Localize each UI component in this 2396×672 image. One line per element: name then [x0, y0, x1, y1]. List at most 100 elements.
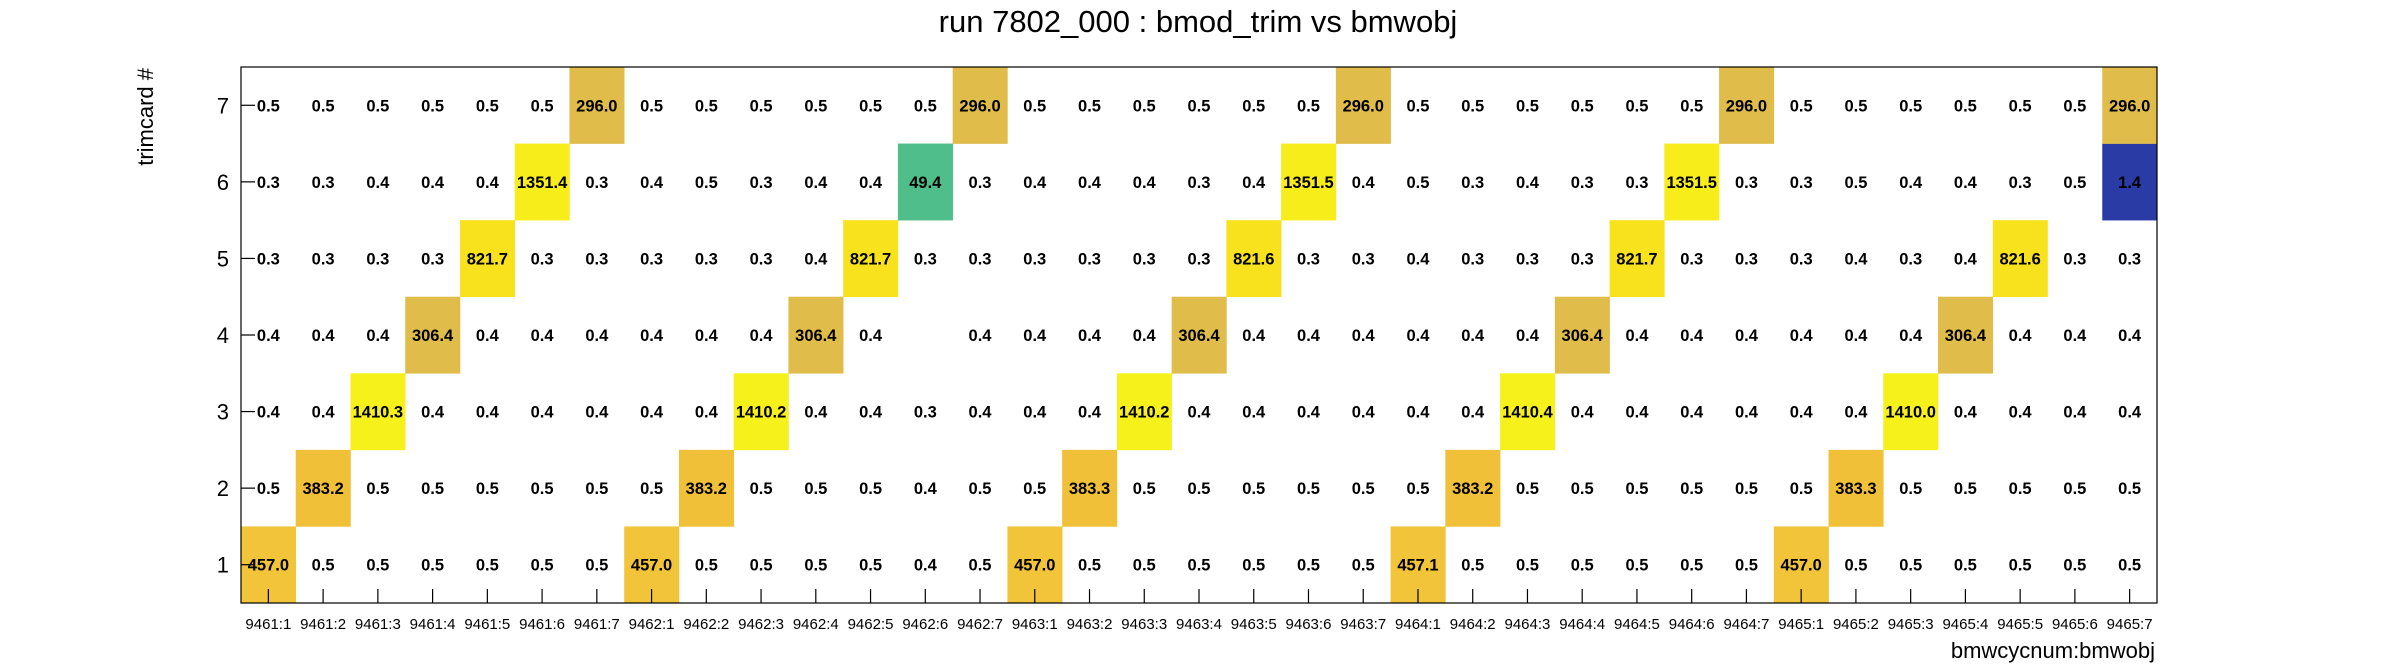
cell-value-label: 0.5 [1680, 557, 1703, 575]
heatmap-cell [1226, 220, 1282, 298]
cell-value-label: 821.6 [1999, 250, 2040, 268]
x-tick-label: 9462:3 [738, 616, 784, 633]
cell-value-label: 0.5 [476, 480, 499, 498]
cell-value-label: 0.5 [1188, 480, 1211, 498]
heatmap-cell [1281, 143, 1337, 221]
y-axis-title: trimcard # [133, 67, 158, 166]
cell-value-label: 0.4 [640, 404, 664, 422]
cell-value-label: 0.5 [1297, 480, 1320, 498]
cell-value-label: 0.5 [1078, 97, 1101, 115]
cell-value-label: 0.5 [1625, 97, 1648, 115]
cell-value-label: 296.0 [576, 97, 617, 115]
cell-value-label: 0.5 [695, 557, 718, 575]
heatmap-cell [514, 143, 570, 221]
heatmap-cell-labels: 457.0 0.5 0.5 0.5 0.5 0.5 0.5 457.0 0.5 0.5 0.5 0.5… [248, 97, 2151, 574]
x-tick-label: 9465:4 [1942, 616, 1988, 633]
x-tick-label: 9464:3 [1505, 616, 1551, 633]
cell-value-label: 0.5 [1735, 480, 1758, 498]
heatmap-cell [1116, 373, 1172, 451]
x-axis-ticks: 9461:1 9461:2 9461:3 9461:4 9461:5 9461:6 9461… [245, 589, 2153, 633]
cell-value-label: 0.5 [476, 557, 499, 575]
x-tick-label: 9462:2 [683, 616, 729, 633]
cell-value-label: 0.5 [1571, 480, 1594, 498]
cell-value-label: 0.4 [257, 327, 281, 345]
cell-value-label: 0.5 [1844, 557, 1867, 575]
cell-value-label: 0.4 [1242, 327, 1266, 345]
cell-value-label: 0.5 [2009, 97, 2032, 115]
cell-value-label: 0.4 [969, 404, 993, 422]
cell-value-label: 0.5 [421, 97, 444, 115]
cell-value-label: 0.4 [531, 327, 555, 345]
cell-value-label: 0.5 [1571, 557, 1594, 575]
cell-value-label: 0.4 [585, 404, 609, 422]
cell-value-label: 0.4 [2009, 404, 2033, 422]
cell-value-label: 0.4 [1188, 404, 1212, 422]
cell-value-label: 457.0 [1014, 557, 1055, 575]
cell-value-label: 0.5 [750, 480, 773, 498]
cell-value-label: 0.5 [1899, 557, 1922, 575]
cell-value-label: 457.0 [631, 557, 672, 575]
cell-value-label: 0.4 [1023, 174, 1047, 192]
heatmap-cell [350, 373, 406, 451]
cell-value-label: 0.4 [531, 404, 555, 422]
heatmap-cell [1445, 449, 1501, 527]
cell-value-label: 0.4 [1790, 404, 1814, 422]
cell-value-label: 0.4 [695, 327, 719, 345]
cell-value-label: 0.4 [257, 404, 281, 422]
cell-value-label: 0.4 [1625, 327, 1649, 345]
cell-value-label: 457.0 [248, 557, 289, 575]
cell-value-label: 0.4 [421, 404, 445, 422]
heatmap-cell [2102, 67, 2158, 144]
cell-value-label: 0.4 [804, 404, 828, 422]
cell-value-label: 1.4 [2118, 174, 2142, 192]
cell-value-label: 0.4 [2118, 327, 2142, 345]
cell-value-label: 0.4 [859, 174, 883, 192]
cell-value-label: 0.5 [1899, 480, 1922, 498]
heatmap-cell [1992, 220, 2048, 298]
cell-value-label: 0.4 [1844, 404, 1868, 422]
cell-value-label: 0.5 [1571, 97, 1594, 115]
y-tick-label: 5 [217, 246, 229, 271]
cell-value-label: 0.4 [914, 557, 938, 575]
x-tick-label: 9463:1 [1012, 616, 1058, 633]
cell-value-label: 1410.0 [1885, 404, 1935, 422]
cell-value-label: 0.4 [476, 404, 500, 422]
cell-value-label: 0.5 [1242, 557, 1265, 575]
cell-value-label: 821.6 [1233, 250, 1274, 268]
cell-value-label: 0.5 [1297, 557, 1320, 575]
cell-value-label: 0.5 [1735, 557, 1758, 575]
cell-value-label: 0.4 [1407, 327, 1431, 345]
cell-value-label: 0.5 [1407, 97, 1430, 115]
cell-value-label: 0.5 [1844, 174, 1867, 192]
cell-value-label: 0.5 [1242, 480, 1265, 498]
cell-value-label: 0.4 [1954, 250, 1978, 268]
x-tick-label: 9463:2 [1067, 616, 1113, 633]
cell-value-label: 306.4 [412, 327, 454, 345]
heatmap-cell [569, 67, 625, 144]
cell-value-label: 383.2 [1452, 480, 1493, 498]
cell-value-label: 0.4 [1954, 404, 1978, 422]
cell-value-label: 306.4 [1945, 327, 1987, 345]
cell-value-label: 0.4 [1133, 327, 1157, 345]
cell-value-label: 0.5 [750, 557, 773, 575]
heatmap-cell [459, 220, 516, 298]
cell-value-label: 0.4 [366, 327, 390, 345]
cell-value-label: 0.5 [1133, 480, 1156, 498]
cell-value-label: 0.4 [859, 327, 883, 345]
cell-value-label: 821.7 [467, 250, 508, 268]
cell-value-label: 0.3 [1571, 250, 1594, 268]
cell-value-label: 0.5 [859, 97, 882, 115]
cell-value-label: 0.3 [312, 250, 335, 268]
cell-value-label: 821.7 [1616, 250, 1657, 268]
cell-value-label: 1410.2 [736, 404, 786, 422]
cell-value-label: 1351.4 [517, 174, 568, 192]
cell-value-label: 0.4 [1023, 404, 1047, 422]
cell-value-label: 1410.3 [353, 404, 403, 422]
heatmap-cell [405, 296, 461, 374]
cell-value-label: 306.4 [1178, 327, 1220, 345]
x-tick-label: 9461:6 [519, 616, 565, 633]
cell-value-label: 0.3 [750, 250, 773, 268]
cell-value-label: 0.4 [1407, 404, 1431, 422]
cell-value-label: 457.0 [1781, 557, 1822, 575]
cell-value-label: 0.3 [640, 250, 663, 268]
